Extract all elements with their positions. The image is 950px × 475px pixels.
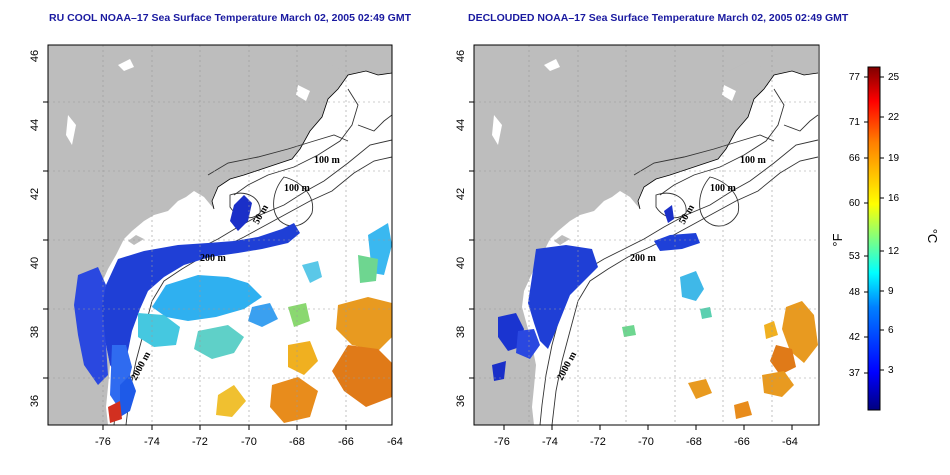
left-y-axis-labels: 36 38 40 42 44 46 [29,50,41,407]
left-label-100m-b: 100 m [284,183,311,194]
left-x-tick: -70 [241,436,257,448]
right-x-tick: -68 [686,436,702,448]
left-y-tick: 44 [29,119,41,131]
c-tick: 16 [888,193,900,204]
left-x-tick: -68 [289,436,305,448]
right-x-axis-labels: -76 -74 -72 -70 -68 -66 -64 [494,436,798,448]
right-label-100m-b: 100 m [710,183,737,194]
left-map-panel: 100 m 100 m 50 m 200 m 2000 m -76 -74 -7… [29,44,403,448]
f-tick: 42 [849,332,861,343]
f-tick: 53 [849,251,861,262]
left-y-tick: 42 [29,188,41,200]
right-y-tick: 44 [455,119,467,131]
right-y-axis-labels: 36 38 40 42 44 46 [455,50,467,407]
f-tick: 77 [849,72,861,83]
f-tick: 48 [849,287,861,298]
right-y-tick: 46 [455,50,467,62]
right-x-tick: -70 [638,436,654,448]
right-y-tick: 38 [455,326,467,338]
right-sst-patches [492,205,818,419]
left-label-200m: 200 m [200,253,227,264]
left-x-tick: -66 [338,436,354,448]
fahrenheit-ticks: 77 71 66 60 53 48 42 37 [849,72,861,379]
right-x-tick: -72 [590,436,606,448]
right-x-tick: -66 [734,436,750,448]
c-tick: 3 [888,365,894,376]
left-label-100m-a: 100 m [314,155,341,166]
right-label-100m-a: 100 m [740,155,767,166]
celsius-axis-label: °C [925,229,940,244]
c-tick: 12 [888,246,900,257]
left-y-tick: 38 [29,326,41,338]
colorbar-gradient [867,66,881,411]
left-sst-patches [74,195,392,423]
f-tick: 37 [849,368,861,379]
c-tick: 19 [888,153,900,164]
left-x-axis-labels: -76 -74 -72 -70 -68 -66 -64 [95,436,403,448]
right-x-tick: -74 [542,436,558,448]
left-x-tick: -74 [144,436,160,448]
c-tick: 25 [888,72,900,83]
right-x-tick: -76 [494,436,510,448]
right-label-200m: 200 m [630,253,657,264]
right-y-tick: 42 [455,188,467,200]
right-map-panel: 100 m 100 m 50 m 200 m 2000 m -76 -74 -7… [455,44,820,448]
celsius-ticks: 25 22 19 16 12 9 6 3 [888,72,900,376]
left-x-tick: -72 [192,436,208,448]
left-y-tick: 46 [29,50,41,62]
temperature-colorbar: 77 71 66 60 53 48 42 37 25 22 19 16 12 9… [830,66,940,411]
left-y-tick: 36 [29,395,41,407]
f-tick: 60 [849,198,861,209]
right-y-tick: 36 [455,395,467,407]
c-tick: 9 [888,286,894,297]
left-y-tick: 40 [29,257,41,269]
left-x-tick: -64 [387,436,403,448]
right-y-tick: 40 [455,257,467,269]
left-panel-title: RU COOL NOAA–17 Sea Surface Temperature … [49,12,412,24]
left-x-tick: -76 [95,436,111,448]
right-panel-title: DECLOUDED NOAA–17 Sea Surface Temperatur… [468,12,849,24]
right-x-tick: -64 [782,436,798,448]
f-tick: 66 [849,153,861,164]
f-tick: 71 [849,117,861,128]
c-tick: 6 [888,325,894,336]
fahrenheit-axis-label: °F [830,233,845,246]
c-tick: 22 [888,112,900,123]
